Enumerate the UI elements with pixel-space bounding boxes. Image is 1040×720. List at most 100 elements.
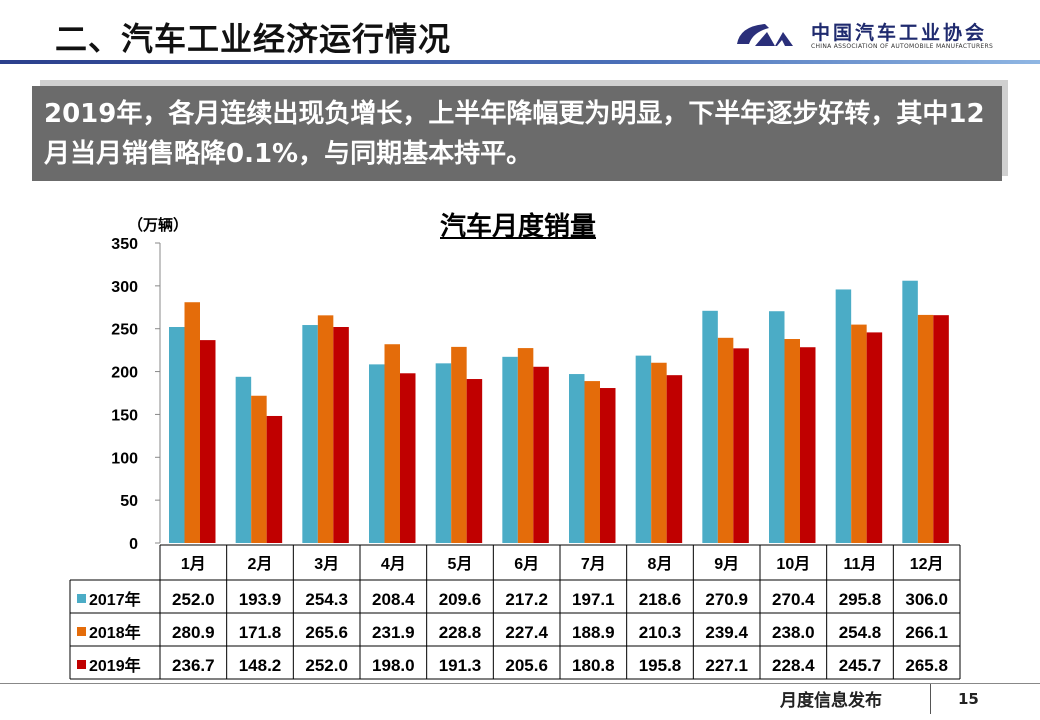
category-label: 9月 <box>714 555 739 573</box>
legend-label: 2018年 <box>89 623 141 642</box>
bar-2018年-12月 <box>917 314 934 543</box>
table-value: 228.8 <box>439 623 482 642</box>
legend-swatch-2017年 <box>77 594 86 603</box>
table-value: 254.8 <box>839 623 882 642</box>
table-value: 193.9 <box>239 590 282 609</box>
bar-2017年-8月 <box>635 355 652 543</box>
bar-2019年-11月 <box>866 332 883 543</box>
legend-swatch-2018年 <box>77 627 86 636</box>
table-value: 236.7 <box>172 656 215 675</box>
bar-2017年-10月 <box>769 311 785 543</box>
bar-2018年-10月 <box>784 339 800 543</box>
bar-2018年-11月 <box>851 324 867 543</box>
table-value: 227.4 <box>505 623 548 642</box>
table-value: 195.8 <box>639 656 682 675</box>
legend-swatch-2019年 <box>77 660 86 669</box>
y-tick-label: 100 <box>111 450 138 467</box>
table-value: 252.0 <box>305 656 348 675</box>
y-tick-label: 250 <box>111 322 138 339</box>
table-value: 265.6 <box>305 623 348 642</box>
table-value: 245.7 <box>839 656 882 675</box>
legend-label: 2019年 <box>89 656 141 675</box>
category-label: 4月 <box>381 555 406 573</box>
bar-2017年-4月 <box>369 364 385 543</box>
category-label: 6月 <box>514 555 539 573</box>
bar-2018年-2月 <box>251 395 267 543</box>
bar-2018年-3月 <box>317 315 334 543</box>
y-tick-label: 0 <box>129 536 138 553</box>
table-value: 205.6 <box>505 656 548 675</box>
table-value: 265.8 <box>905 656 948 675</box>
category-label: 3月 <box>314 555 339 573</box>
category-label: 12月 <box>910 555 944 573</box>
caam-logo-icon <box>737 24 793 46</box>
table-value: 208.4 <box>372 590 415 609</box>
legend-label: 2017年 <box>89 590 141 609</box>
y-tick-label: 200 <box>111 365 138 382</box>
caam-logo: 中国汽车工业协会 CHINA ASSOCIATION OF AUTOMOBILE… <box>735 18 1035 54</box>
bar-2017年-5月 <box>435 363 452 543</box>
table-value: 280.9 <box>172 623 215 642</box>
bar-2019年-10月 <box>800 347 816 543</box>
table-value: 228.4 <box>772 656 815 675</box>
y-tick-label: 150 <box>111 407 138 424</box>
bar-2018年-6月 <box>517 348 534 543</box>
bar-2019年-1月 <box>200 340 216 543</box>
bar-2017年-11月 <box>835 289 852 543</box>
table-value: 231.9 <box>372 623 415 642</box>
table-value: 218.6 <box>639 590 682 609</box>
bar-2019年-3月 <box>333 327 349 543</box>
bar-2018年-9月 <box>717 337 734 543</box>
bar-2019年-2月 <box>266 415 283 543</box>
table-value: 254.3 <box>305 590 348 609</box>
y-tick-label: 350 <box>111 236 138 253</box>
bar-2017年-2月 <box>235 376 252 543</box>
bar-2019年-8月 <box>666 375 683 543</box>
table-value: 238.0 <box>772 623 815 642</box>
page-number: 15 <box>958 690 979 708</box>
bar-2019年-4月 <box>400 373 416 543</box>
bar-2019年-6月 <box>533 366 549 543</box>
category-label: 2月 <box>248 555 273 573</box>
table-value: 239.4 <box>705 623 748 642</box>
table-value: 266.1 <box>905 623 948 642</box>
table-value: 171.8 <box>239 623 282 642</box>
header-divider <box>0 60 1040 64</box>
table-value: 188.9 <box>572 623 615 642</box>
table-value: 217.2 <box>505 590 548 609</box>
table-value: 270.9 <box>705 590 748 609</box>
bar-2019年-9月 <box>733 348 749 543</box>
summary-banner: 2019年，各月连续出现负增长，上半年降幅更为明显，下半年逐步好转，其中12月当… <box>32 86 1002 181</box>
bar-2017年-1月 <box>169 327 185 543</box>
bar-2018年-1月 <box>184 302 200 543</box>
y-tick-label: 50 <box>120 493 138 510</box>
bar-2018年-8月 <box>651 362 667 543</box>
footer-separator <box>930 684 931 714</box>
category-label: 7月 <box>581 555 606 573</box>
bar-2019年-5月 <box>466 379 483 543</box>
y-tick-label: 300 <box>111 279 138 296</box>
footer-divider <box>0 683 1040 684</box>
bar-2017年-12月 <box>902 280 918 543</box>
table-value: 197.1 <box>572 590 615 609</box>
bar-2017年-7月 <box>569 374 585 543</box>
y-axis-unit: （万辆） <box>128 216 189 234</box>
table-value: 295.8 <box>839 590 882 609</box>
table-value: 252.0 <box>172 590 215 609</box>
category-label: 1月 <box>181 555 206 573</box>
bar-2017年-3月 <box>302 325 318 543</box>
bar-2017年-6月 <box>502 356 518 543</box>
bar-2018年-5月 <box>451 346 467 543</box>
bar-2018年-7月 <box>584 381 600 543</box>
table-value: 148.2 <box>239 656 282 675</box>
category-label: 10月 <box>776 555 810 573</box>
table-value: 306.0 <box>905 590 948 609</box>
table-value: 198.0 <box>372 656 415 675</box>
category-label: 11月 <box>844 555 877 573</box>
table-value: 180.8 <box>572 656 615 675</box>
slide-title: 二、汽车工业经济运行情况 <box>55 20 452 58</box>
chart-title: 汽车月度销量 <box>440 212 597 242</box>
logo-cn-text: 中国汽车工业协会 <box>811 22 988 44</box>
logo-en-text: CHINA ASSOCIATION OF AUTOMOBILE MANUFACT… <box>811 43 994 50</box>
category-label: 5月 <box>448 555 473 573</box>
